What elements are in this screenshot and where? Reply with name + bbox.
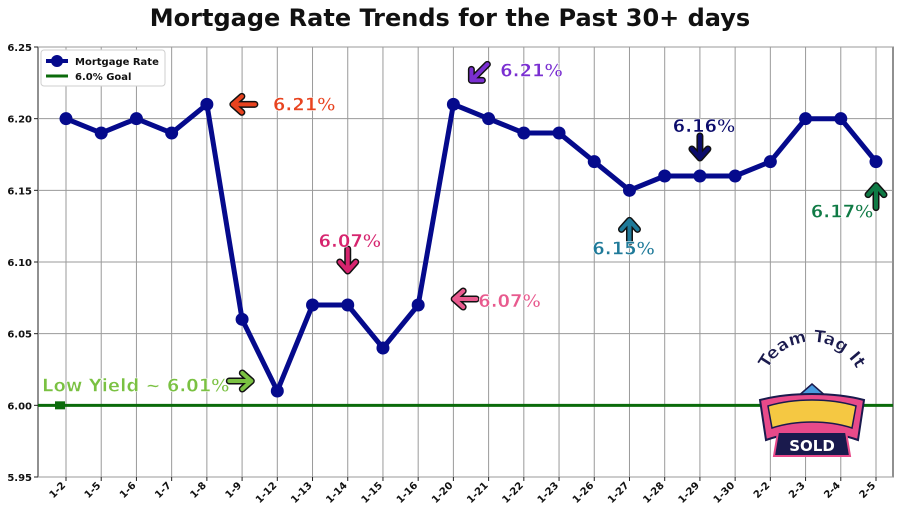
annotation-arrow-fill — [689, 134, 710, 160]
annotation-arrow-icon — [336, 245, 360, 275]
annotation-arrow-icon — [864, 182, 888, 212]
chart-title: Mortgage Rate Trends for the Past 30+ da… — [149, 4, 751, 32]
data-point — [482, 112, 496, 126]
annotation-arrow-fill — [469, 62, 490, 83]
data-point — [94, 126, 108, 140]
data-point — [129, 112, 143, 126]
y-tick-label: 6.10 — [7, 258, 32, 269]
legend-label-mortgage: Mortgage Rate — [75, 57, 159, 68]
x-tick-label: 1-12 — [254, 480, 280, 506]
annotation-label: 6.21% — [273, 94, 335, 115]
y-tick-label: 5.95 — [7, 473, 32, 484]
annotation-arrow-icon — [225, 369, 255, 393]
data-point — [658, 169, 672, 183]
data-point — [693, 169, 707, 183]
annotation-arrow-icon — [688, 132, 712, 162]
annotation-arrow-fill — [337, 247, 358, 273]
x-tick-label: 1-27 — [606, 480, 632, 506]
x-tick-label: 1-15 — [360, 480, 386, 506]
data-point — [200, 97, 214, 111]
data-point — [59, 112, 73, 126]
goal-line-marker — [55, 401, 65, 410]
logo-sold-plate — [772, 431, 852, 457]
x-axis-ticks: 1-2 1-5 1-6 1-7 1-8 1-9 1-12 1-13 1-14 1-15 1-16 1-… — [48, 477, 879, 506]
data-point — [869, 155, 883, 169]
annotation-label: 6.07% — [319, 231, 381, 252]
data-point — [763, 155, 777, 169]
annotation-label: 6.15% — [592, 238, 654, 259]
x-tick-label: 1-26 — [571, 480, 597, 506]
data-point — [517, 126, 531, 140]
data-point — [376, 341, 390, 355]
annotation-arrow-fill — [452, 289, 479, 309]
data-point — [270, 384, 284, 398]
annotation-label: 6.21% — [500, 60, 562, 81]
x-tick-label: 1-6 — [118, 480, 139, 501]
y-tick-label: 6.15 — [7, 186, 32, 197]
data-point — [552, 126, 566, 140]
x-tick-label: 1-28 — [641, 480, 667, 506]
annotation-arrow-icon — [229, 92, 259, 116]
x-tick-label: 1-16 — [395, 480, 421, 506]
data-point — [834, 112, 848, 126]
annotations: 6.21% Low Yield ~ 6.01% 6.07% 6.07% 6.21% 6.1… — [42, 60, 888, 397]
data-point — [446, 97, 460, 111]
annotation-arrow-icon — [617, 216, 641, 246]
data-point — [341, 298, 355, 312]
data-point — [799, 112, 813, 126]
legend-marker-mortgage — [51, 55, 63, 67]
annotation-arrow-fill — [227, 371, 254, 391]
x-tick-label: 1-9 — [224, 480, 245, 501]
annotation-arrow-fill — [619, 218, 640, 245]
y-axis-ticks: 5.95 6.00 6.05 6.10 6.15 6.20 6.25 — [7, 43, 38, 484]
x-tick-label: 1-13 — [289, 480, 315, 506]
annotation-label: Low Yield ~ 6.01% — [42, 375, 229, 396]
annotation-arrow-fill — [866, 183, 886, 210]
x-tick-label: 1-7 — [153, 480, 174, 501]
x-tick-label: 2-2 — [752, 480, 773, 501]
annotation-arrow-fill — [230, 94, 257, 115]
x-tick-label: 1-5 — [83, 480, 104, 501]
data-point — [411, 298, 425, 312]
x-tick-label: 2-3 — [787, 480, 808, 501]
annotation-arrow-icon — [467, 60, 491, 84]
annotation-label: 6.17% — [811, 202, 873, 223]
y-tick-label: 6.20 — [7, 115, 32, 126]
annotation-label: 6.07% — [478, 291, 540, 312]
legend-label-goal: 6.0% Goal — [75, 72, 131, 83]
x-tick-label: 1-23 — [536, 480, 562, 506]
x-tick-label: 1-2 — [48, 480, 69, 501]
data-point — [235, 312, 249, 326]
y-tick-label: 6.00 — [7, 401, 32, 412]
annotation-arrow-icon — [450, 287, 480, 311]
data-point — [587, 155, 601, 169]
y-tick-label: 6.05 — [7, 330, 32, 341]
handshake-icon — [767, 399, 857, 429]
data-point — [728, 169, 742, 183]
legend: Mortgage Rate 6.0% Goal — [40, 49, 166, 87]
x-tick-label: 1-21 — [465, 480, 491, 506]
data-point — [622, 183, 636, 197]
data-point — [306, 298, 320, 312]
data-point — [165, 126, 179, 140]
annotation-label: 6.16% — [673, 116, 735, 137]
x-tick-label: 2-5 — [858, 480, 879, 501]
x-tick-label: 1-8 — [188, 480, 209, 501]
mortgage-rate-points — [59, 97, 883, 398]
x-tick-label: 2-4 — [822, 480, 843, 501]
y-tick-label: 6.25 — [7, 43, 32, 54]
x-tick-label: 1-29 — [677, 480, 703, 506]
x-tick-label: 1-20 — [430, 480, 456, 506]
x-tick-label: 1-14 — [324, 480, 350, 506]
logo-sold-text: SOLD — [789, 437, 835, 455]
x-tick-label: 1-30 — [712, 480, 738, 506]
x-tick-label: 1-22 — [500, 480, 526, 506]
